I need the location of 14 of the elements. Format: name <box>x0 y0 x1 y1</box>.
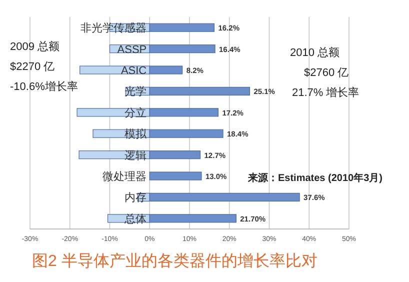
y-tick-label: 总体 <box>124 212 147 226</box>
annotation: 21.7% 增长率 <box>292 86 360 99</box>
annotation: 2009 总额 <box>10 40 60 53</box>
annotation: 2010 总额 <box>290 46 340 59</box>
annotation: -10.6%增长率 <box>10 80 78 93</box>
y-tick-label: 分立 <box>124 106 147 120</box>
y-tick-label: 模拟 <box>124 128 148 141</box>
annotation: 来源：Estimates (2010年3月) <box>247 172 382 184</box>
y-tick-label: ASIC <box>120 65 147 77</box>
text: 图2 半导体产业的各类器件的增长率比对 <box>32 252 318 270</box>
annotation: $2270 亿 <box>10 61 55 73</box>
annotation: $2760 亿 <box>304 67 349 79</box>
bar <box>149 172 202 180</box>
y-tick-label: 微处理器 <box>102 170 147 183</box>
